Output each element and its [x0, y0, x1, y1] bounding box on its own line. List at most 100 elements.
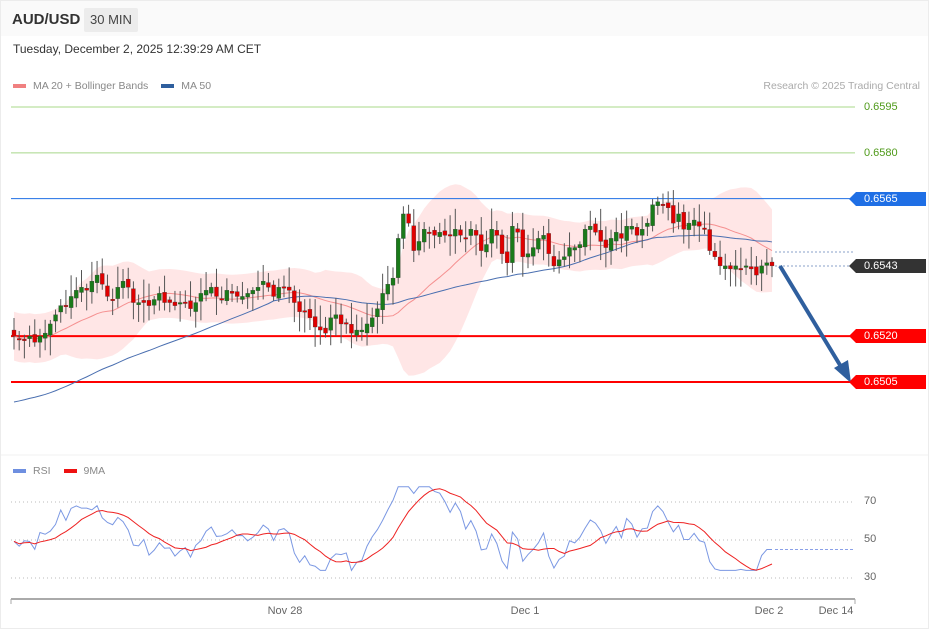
candle-body	[271, 284, 276, 297]
candle-body	[764, 262, 769, 266]
candle-body	[660, 204, 666, 206]
x-label-nov28: Nov 28	[267, 605, 303, 617]
candle-body	[32, 334, 37, 343]
rsi-ma-line	[13, 488, 773, 571]
candle-body	[281, 286, 287, 289]
candle-body	[666, 202, 671, 208]
candle-body	[338, 314, 344, 325]
rsi-tick-30: 30	[864, 571, 877, 583]
candle-body	[43, 332, 48, 339]
candle-body	[531, 247, 536, 257]
candle-body	[447, 234, 453, 237]
candle-body	[603, 239, 609, 248]
candle-body	[712, 251, 718, 257]
candle-body	[442, 230, 448, 236]
candle-body	[411, 225, 416, 251]
candle-body	[707, 229, 712, 251]
interval-button[interactable]: 30 MIN	[84, 8, 138, 32]
rsi-legend: RSI 9MA	[13, 465, 118, 477]
candle-body	[84, 288, 89, 291]
candle-body	[364, 323, 370, 334]
candle-body	[525, 253, 531, 258]
candle-body	[396, 238, 401, 278]
forecast-arrow	[778, 264, 845, 372]
candle-body	[89, 281, 95, 293]
candle-body	[432, 229, 437, 236]
credit-text: Research © 2025 Trading Central	[763, 80, 920, 92]
legend-item-ma50: MA 50	[161, 80, 211, 92]
candle-body	[437, 232, 442, 237]
candle-body	[167, 299, 172, 303]
candle-body	[520, 229, 525, 257]
candle-body	[22, 339, 27, 341]
candle-body	[219, 298, 224, 301]
candle-body	[645, 222, 650, 227]
candle-body	[307, 309, 313, 318]
candle-body	[728, 265, 733, 270]
candle-body	[494, 230, 499, 236]
candle-body	[629, 226, 634, 230]
candle-body	[115, 287, 120, 299]
candle-body	[53, 314, 58, 322]
candle-body	[723, 265, 728, 269]
rsi-tick-50: 50	[864, 533, 877, 545]
candle-body	[691, 219, 697, 226]
level-label-0-6595: 0.6595	[864, 101, 898, 113]
candle-body	[510, 226, 515, 263]
candle-body	[188, 300, 193, 309]
candle-body	[183, 301, 188, 304]
candle-body	[681, 212, 686, 230]
candle-body	[255, 287, 261, 291]
last-price-tag: 0.6543	[849, 259, 926, 273]
candle-body	[287, 286, 292, 291]
candle-body	[110, 299, 115, 301]
legend-item-9ma: 9MA	[63, 465, 105, 477]
candle-body	[582, 229, 588, 248]
candle-body	[406, 213, 411, 224]
candle-body	[17, 338, 22, 341]
candle-body	[619, 233, 624, 239]
candle-body	[235, 291, 240, 297]
candle-body	[385, 284, 390, 295]
candle-body	[141, 300, 146, 303]
candle-body	[198, 293, 204, 302]
candle-body	[572, 247, 577, 251]
arrow-head-icon	[834, 360, 851, 383]
candle-body	[416, 241, 422, 251]
candle-body	[146, 300, 152, 306]
candle-body	[577, 244, 583, 248]
candle-body	[749, 266, 754, 270]
rsi-swatch-icon	[13, 469, 26, 473]
candle-body	[245, 293, 250, 298]
candle-body	[126, 278, 131, 288]
candle-body	[743, 265, 749, 268]
candle-body	[453, 229, 458, 237]
candle-body	[224, 290, 230, 301]
candle-body	[676, 213, 681, 222]
candle-body	[100, 273, 105, 285]
candle-body	[499, 234, 505, 254]
candle-body	[328, 317, 333, 331]
candle-body	[333, 314, 339, 319]
candle-body	[63, 305, 69, 307]
candle-body	[556, 259, 562, 267]
candle-body	[515, 228, 520, 233]
candle-body	[567, 247, 572, 257]
candle-body	[598, 230, 603, 242]
candle-body	[671, 205, 676, 224]
candle-body	[759, 265, 764, 274]
candle-body	[427, 231, 432, 234]
candle-body	[354, 329, 359, 336]
candle-body	[551, 256, 557, 267]
timestamp: Tuesday, December 2, 2025 12:39:29 AM CE…	[13, 42, 262, 56]
candle-body	[27, 336, 32, 339]
ma50-swatch-icon	[161, 84, 175, 88]
candle-body	[422, 229, 427, 243]
candle-body	[769, 261, 775, 267]
candle-body	[593, 223, 598, 233]
candle-body	[261, 281, 266, 285]
legend-label: RSI	[33, 465, 51, 477]
x-label-dec1: Dec 1	[510, 605, 540, 617]
candle-body	[302, 310, 307, 313]
